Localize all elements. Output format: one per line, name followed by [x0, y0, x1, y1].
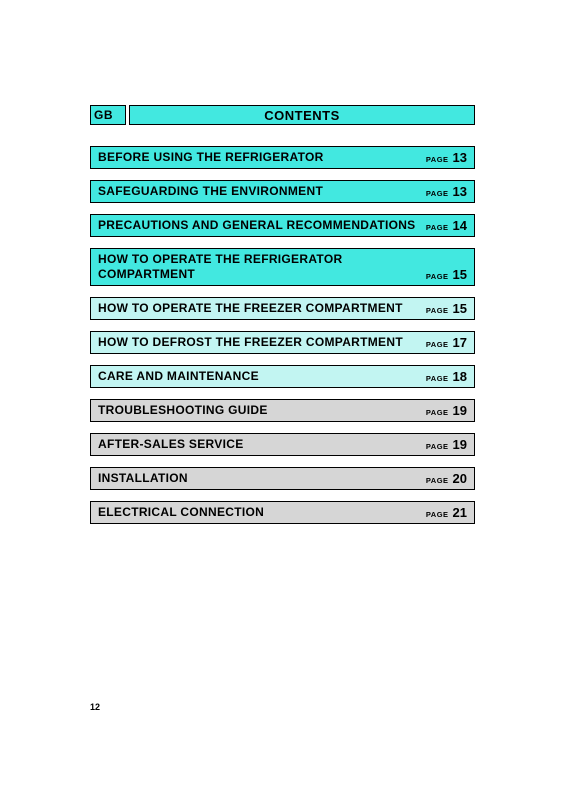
page-label: PAGE: [426, 223, 449, 232]
page-label: PAGE: [426, 510, 449, 519]
page-number: 15: [453, 267, 467, 282]
toc-entry: HOW TO DEFROST THE FREEZER COMPARTMENTPA…: [90, 331, 475, 354]
contents-title: CONTENTS: [129, 105, 475, 125]
toc-entry-page: PAGE 15: [426, 301, 467, 316]
page-number: 17: [453, 335, 467, 350]
page-number: 21: [453, 505, 467, 520]
language-badge: GB: [90, 105, 126, 125]
toc-entry-page: PAGE 20: [426, 471, 467, 486]
toc-entry-page: PAGE 13: [426, 184, 467, 199]
toc-entry-title: HOW TO DEFROST THE FREEZER COMPARTMENT: [98, 335, 426, 350]
page-label: PAGE: [426, 442, 449, 451]
page-number: 19: [453, 403, 467, 418]
toc-entry-page: PAGE 18: [426, 369, 467, 384]
toc-entry-title: HOW TO OPERATE THE FREEZER COMPARTMENT: [98, 301, 426, 316]
toc-entry: CARE AND MAINTENANCEPAGE 18: [90, 365, 475, 388]
page-number: 18: [453, 369, 467, 384]
page-label: PAGE: [426, 476, 449, 485]
page-label: PAGE: [426, 340, 449, 349]
toc-entry-page: PAGE 19: [426, 403, 467, 418]
toc-entry-title: AFTER-SALES SERVICE: [98, 437, 426, 452]
toc-entry: HOW TO OPERATE THE FREEZER COMPARTMENTPA…: [90, 297, 475, 320]
footer-page-number: 12: [90, 702, 100, 712]
page-label: PAGE: [426, 272, 449, 281]
toc-entry: HOW TO OPERATE THE REFRIGERATOR COMPARTM…: [90, 248, 475, 286]
toc-entry-title: SAFEGUARDING THE ENVIRONMENT: [98, 184, 426, 199]
toc-entry-title: CARE AND MAINTENANCE: [98, 369, 426, 384]
page-label: PAGE: [426, 408, 449, 417]
toc-entry: AFTER-SALES SERVICEPAGE 19: [90, 433, 475, 456]
toc-entry-page: PAGE 17: [426, 335, 467, 350]
toc-entry-page: PAGE 13: [426, 150, 467, 165]
page-number: 15: [453, 301, 467, 316]
toc-entry-page: PAGE 15: [426, 267, 467, 282]
entries-list: BEFORE USING THE REFRIGERATORPAGE13SAFEG…: [90, 146, 475, 524]
toc-entry: ELECTRICAL CONNECTIONPAGE 21: [90, 501, 475, 524]
toc-entry: PRECAUTIONS AND GENERAL RECOMMENDATIONSP…: [90, 214, 475, 237]
toc-entry-page: PAGE 21: [426, 505, 467, 520]
page-label: PAGE: [426, 189, 449, 198]
toc-entry: BEFORE USING THE REFRIGERATORPAGE 13: [90, 146, 475, 169]
toc-entry-title: PRECAUTIONS AND GENERAL RECOMMENDATIONS: [98, 218, 426, 233]
toc-entry-title: ELECTRICAL CONNECTION: [98, 505, 426, 520]
toc-entry-page: PAGE 14: [426, 218, 467, 233]
toc-entry-title: HOW TO OPERATE THE REFRIGERATOR COMPARTM…: [98, 252, 426, 282]
toc-entry-title: TROUBLESHOOTING GUIDE: [98, 403, 426, 418]
contents-container: GB CONTENTS BEFORE USING THE REFRIGERATO…: [90, 105, 475, 535]
page-number: 20: [453, 471, 467, 486]
toc-entry: TROUBLESHOOTING GUIDEPAGE 19: [90, 399, 475, 422]
page-label: PAGE: [426, 155, 449, 164]
page-number: 13: [453, 150, 467, 165]
toc-entry: INSTALLATIONPAGE 20: [90, 467, 475, 490]
page-number: 14: [453, 218, 467, 233]
page-number: 13: [453, 184, 467, 199]
page-label: PAGE: [426, 374, 449, 383]
page-label: PAGE: [426, 306, 449, 315]
toc-entry-page: PAGE 19: [426, 437, 467, 452]
page-number: 19: [453, 437, 467, 452]
toc-entry: SAFEGUARDING THE ENVIRONMENTPAGE 13: [90, 180, 475, 203]
header-row: GB CONTENTS: [90, 105, 475, 125]
toc-entry-title: INSTALLATION: [98, 471, 426, 486]
toc-entry-title: BEFORE USING THE REFRIGERATOR: [98, 150, 426, 165]
